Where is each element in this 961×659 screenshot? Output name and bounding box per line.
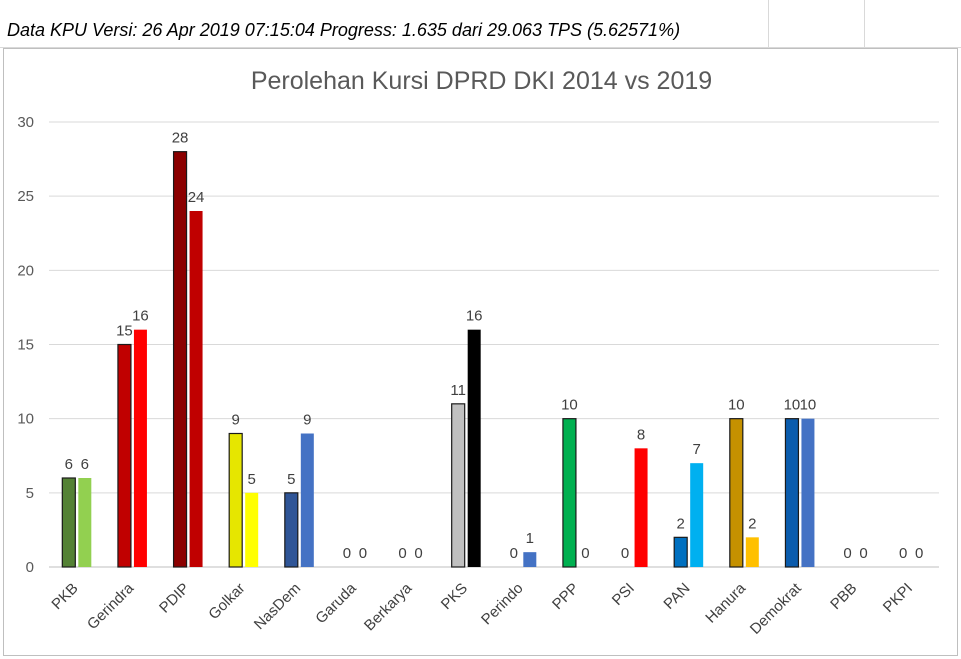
- data-label: 7: [693, 441, 701, 458]
- data-label: 2: [748, 515, 756, 532]
- data-label: 6: [81, 456, 89, 473]
- x-tick-label: Gerindra: [84, 579, 138, 633]
- data-label: 0: [510, 545, 518, 562]
- x-tick-label: PAN: [660, 580, 693, 613]
- chart-area: Perolehan Kursi DPRD DKI 2014 vs 2019 0 5…: [3, 48, 958, 656]
- y-tick-label: 15: [17, 337, 34, 354]
- bar: [61, 477, 76, 568]
- data-label: 5: [287, 471, 295, 488]
- data-label: 0: [343, 545, 351, 562]
- bar: [523, 552, 537, 567]
- bar: [172, 151, 188, 568]
- y-tick-label: 30: [17, 114, 34, 131]
- data-label: 5: [248, 471, 256, 488]
- x-tick-label: Berkarya: [361, 579, 416, 634]
- data-label: 0: [414, 545, 422, 562]
- header-row: Data KPU Versi: 26 Apr 2019 07:15:04 Pro…: [0, 0, 961, 48]
- data-label: 9: [303, 412, 311, 429]
- chart-title: Perolehan Kursi DPRD DKI 2014 vs 2019: [250, 67, 713, 95]
- data-label: 16: [132, 308, 149, 325]
- data-label: 11: [450, 382, 466, 399]
- empty-cell: [864, 0, 961, 47]
- data-label: 24: [188, 189, 205, 206]
- bar: [133, 329, 147, 567]
- y-tick-label: 5: [26, 485, 34, 502]
- bar: [228, 432, 243, 568]
- bar: [729, 418, 744, 568]
- data-label: 2: [677, 515, 685, 532]
- data-label: 0: [859, 545, 867, 562]
- data-label: 6: [65, 456, 73, 473]
- x-tick-label: PSI: [609, 580, 638, 609]
- data-label: 0: [915, 545, 923, 562]
- x-tick-label: Perindo: [478, 580, 527, 629]
- bar: [467, 329, 481, 567]
- x-tick-label: PKB: [48, 580, 81, 613]
- y-tick-label: 20: [17, 262, 34, 279]
- data-label: 0: [899, 545, 907, 562]
- data-label: 8: [637, 426, 645, 443]
- bar: [784, 418, 800, 568]
- data-label: 1: [526, 530, 534, 547]
- data-label: 15: [116, 323, 133, 340]
- bar: [745, 537, 759, 567]
- x-tick-label: Garuda: [312, 579, 360, 627]
- data-version-text: Data KPU Versi: 26 Apr 2019 07:15:04 Pro…: [7, 20, 681, 40]
- data-label: 0: [581, 545, 589, 562]
- bar: [801, 418, 815, 567]
- bar: [690, 463, 704, 567]
- x-tick-label: Demokrat: [747, 579, 806, 638]
- data-label: 0: [398, 545, 406, 562]
- bar: [117, 343, 132, 568]
- y-tick-label: 10: [17, 411, 34, 428]
- empty-cell: [768, 0, 865, 47]
- data-label: 0: [621, 545, 629, 562]
- x-tick-label: NasDem: [251, 580, 304, 633]
- bar: [634, 448, 648, 567]
- x-tick-label: PBB: [827, 580, 860, 613]
- x-tick-label: PKPI: [880, 580, 916, 616]
- bar: [562, 418, 577, 568]
- x-tick-label: Hanura: [702, 579, 749, 626]
- x-tick-label: Golkar: [205, 580, 248, 623]
- data-label: 28: [172, 130, 189, 147]
- bar: [189, 211, 203, 567]
- x-tick-label: PDIP: [156, 580, 193, 617]
- bar: [451, 403, 466, 568]
- data-label: 9: [232, 412, 240, 429]
- bar: [673, 536, 688, 568]
- data-label: 16: [466, 308, 483, 325]
- x-tick-label: PKS: [438, 580, 471, 613]
- data-label: 10: [800, 397, 817, 414]
- data-label: 0: [359, 545, 367, 562]
- y-tick-label: 0: [26, 559, 34, 576]
- data-label: 10: [728, 397, 745, 414]
- data-label: 10: [784, 397, 801, 414]
- data-label: 10: [561, 397, 578, 414]
- x-tick-label: PPP: [549, 580, 582, 613]
- bar: [300, 433, 314, 567]
- bar: [284, 492, 299, 568]
- bar: [245, 492, 259, 567]
- y-tick-label: 25: [17, 188, 34, 205]
- bar: [78, 478, 92, 567]
- data-label: 0: [843, 545, 851, 562]
